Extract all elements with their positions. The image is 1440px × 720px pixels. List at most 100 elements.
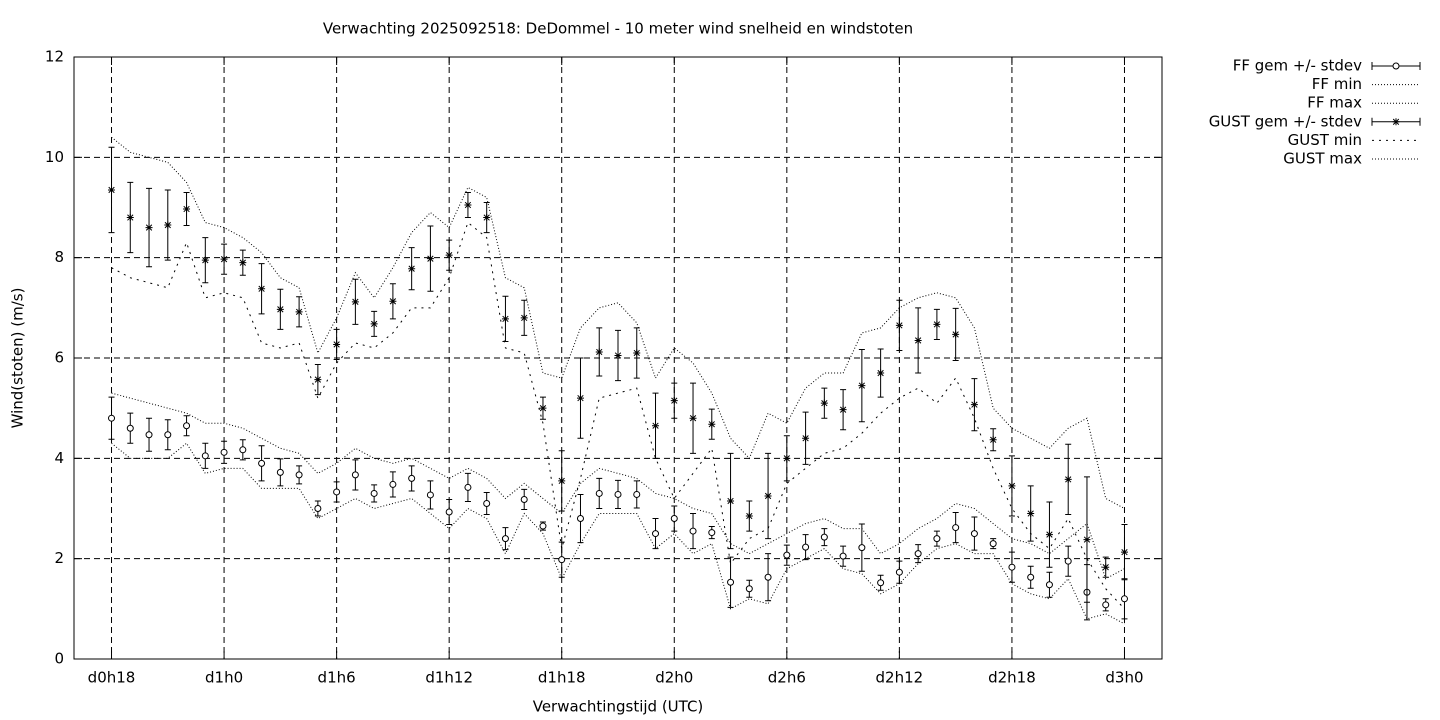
point-marker (220, 448, 228, 456)
x-tick-label: d1h18 (538, 669, 586, 687)
point-marker (501, 315, 509, 323)
point-marker (970, 530, 978, 538)
point-marker (183, 422, 191, 430)
point-marker (1008, 563, 1016, 571)
point-marker (408, 265, 416, 273)
point-marker (1045, 531, 1053, 539)
point-marker (727, 578, 735, 586)
point-marker (576, 515, 584, 523)
point-marker (239, 259, 247, 267)
point-marker (595, 489, 603, 497)
point-marker (1392, 118, 1400, 126)
x-tick-label: d2h6 (768, 669, 806, 687)
point-marker (108, 414, 116, 422)
point-marker (820, 533, 828, 541)
point-marker (370, 320, 378, 328)
point-marker (520, 314, 528, 322)
legend-label: FF min (1312, 75, 1362, 93)
legend-label: GUST min (1288, 131, 1362, 149)
point-marker (783, 454, 791, 462)
point-marker (652, 530, 660, 538)
point-marker (858, 382, 866, 390)
point-marker (670, 515, 678, 523)
point-marker (708, 529, 716, 537)
point-marker (164, 431, 172, 439)
point-marker (426, 491, 434, 499)
point-marker (351, 471, 359, 479)
point-marker (333, 340, 341, 348)
point-marker (239, 446, 247, 454)
point-marker (558, 477, 566, 485)
point-marker (295, 471, 303, 479)
point-marker (520, 495, 528, 503)
point-marker (914, 336, 922, 344)
y-tick-label: 0 (54, 650, 64, 668)
point-marker (351, 298, 359, 306)
x-axis-label: Verwachtingstijd (UTC) (533, 698, 704, 716)
point-marker (689, 414, 697, 422)
plot-frame (73, 56, 1163, 660)
point-marker (839, 552, 847, 560)
point-marker (839, 406, 847, 414)
y-tick-label: 12 (45, 48, 64, 66)
point-marker (877, 369, 885, 377)
point-marker (445, 251, 453, 259)
point-marker (145, 431, 153, 439)
point-marker (989, 436, 997, 444)
point-marker (764, 573, 772, 581)
point-marker (633, 490, 641, 498)
point-marker (802, 543, 810, 551)
x-tick-label: d1h0 (205, 669, 243, 687)
point-marker (576, 394, 584, 402)
point-marker (314, 505, 322, 512)
point-marker (464, 483, 472, 491)
point-marker (276, 305, 284, 313)
point-marker (652, 422, 660, 430)
point-marker (445, 508, 453, 516)
x-tick-label: d3h0 (1105, 669, 1143, 687)
point-marker (201, 256, 209, 264)
point-marker (914, 550, 922, 558)
point-marker (1064, 475, 1072, 483)
point-marker (1102, 601, 1110, 609)
point-marker (764, 492, 772, 500)
point-marker (802, 434, 810, 442)
x-tick-label: d1h12 (425, 669, 473, 687)
range-line (111, 221, 1125, 610)
point-marker (426, 255, 434, 263)
point-marker (333, 488, 341, 496)
y-tick-label: 6 (54, 349, 64, 367)
plot-area (108, 136, 1128, 625)
point-marker (295, 308, 303, 316)
point-marker (183, 205, 191, 213)
point-marker (1008, 482, 1016, 490)
point-marker (689, 527, 697, 535)
point-marker (108, 186, 116, 194)
x-tick-label: d0h18 (88, 669, 136, 687)
y-tick-label: 10 (45, 148, 64, 166)
x-tick-label: d1h6 (318, 669, 356, 687)
point-marker (220, 255, 228, 263)
point-marker (670, 397, 678, 405)
point-marker (258, 459, 266, 467)
point-marker (595, 348, 603, 356)
point-marker (1120, 595, 1128, 603)
legend-label: GUST gem +/- stdev (1209, 112, 1362, 130)
point-marker (952, 524, 960, 532)
point-marker (952, 330, 960, 338)
point-marker (258, 285, 266, 293)
y-tick-label: 8 (54, 248, 64, 266)
y-tick-label: 4 (54, 449, 64, 467)
point-marker (614, 351, 622, 359)
point-marker (1027, 573, 1035, 581)
point-marker (1083, 536, 1091, 544)
point-marker (1064, 557, 1072, 565)
x-tick-label: d2h18 (988, 669, 1036, 687)
point-marker (614, 490, 622, 498)
point-marker (501, 535, 509, 543)
point-marker (895, 568, 903, 576)
point-marker (877, 579, 885, 587)
